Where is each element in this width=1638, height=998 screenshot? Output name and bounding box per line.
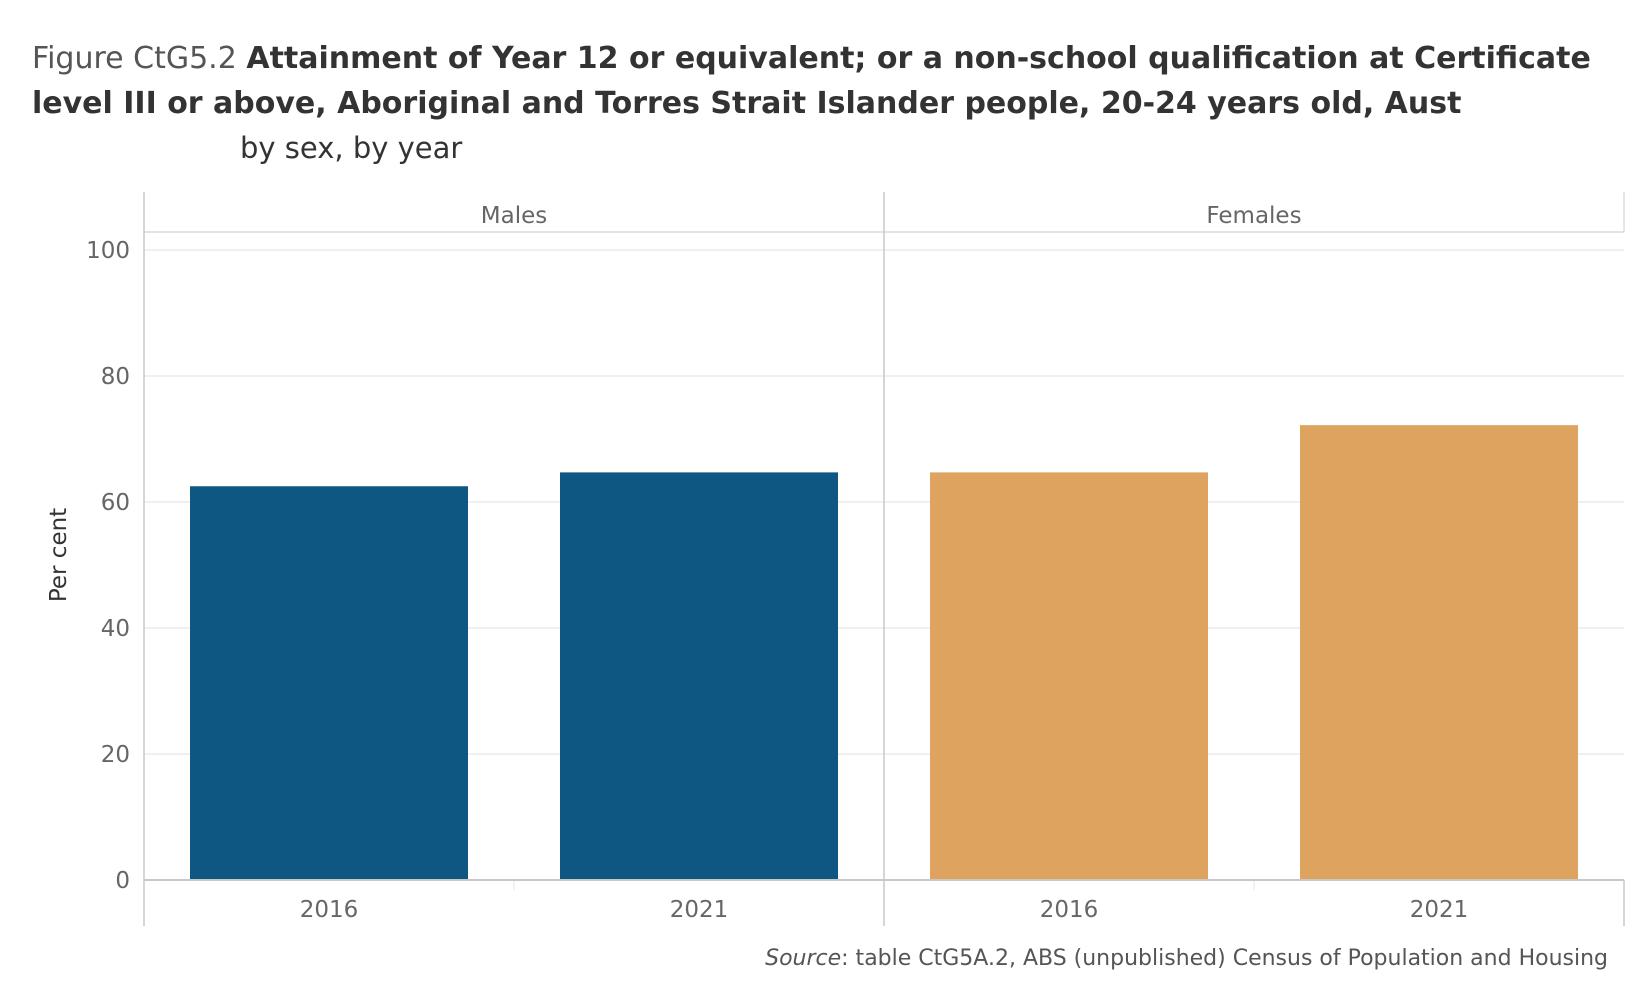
y-tick-label: 0 [115, 868, 130, 894]
x-tick-label: 2016 [300, 897, 359, 923]
y-tick-label: 40 [101, 616, 130, 642]
bar [930, 472, 1208, 880]
source-text: : table CtG5A.2, ABS (unpublished) Censu… [841, 946, 1608, 971]
y-axis-label: Per cent [46, 508, 72, 602]
source-note: Source: table CtG5A.2, ABS (unpublished)… [765, 946, 1608, 971]
x-tick-label: 2016 [1040, 897, 1099, 923]
bar [190, 486, 468, 880]
chart-title: Figure CtG5.2 Attainment of Year 12 or e… [32, 36, 1612, 126]
bar [560, 472, 838, 880]
y-tick-label: 100 [86, 238, 130, 264]
x-tick-label: 2021 [670, 897, 729, 923]
panel-header-label: Males [481, 203, 547, 229]
chart-subtitle: by sex, by year [240, 131, 463, 165]
y-tick-label: 60 [101, 490, 130, 516]
source-label: Source [765, 946, 842, 971]
y-tick-label: 20 [101, 742, 130, 768]
y-tick-label: 80 [101, 364, 130, 390]
panel-header-label: Females [1206, 203, 1301, 229]
x-tick-label: 2021 [1410, 897, 1469, 923]
figure-title: Attainment of Year 12 or equivalent; or … [32, 41, 1591, 121]
figure-label: Figure CtG5.2 [32, 41, 237, 76]
bar [1300, 425, 1578, 880]
